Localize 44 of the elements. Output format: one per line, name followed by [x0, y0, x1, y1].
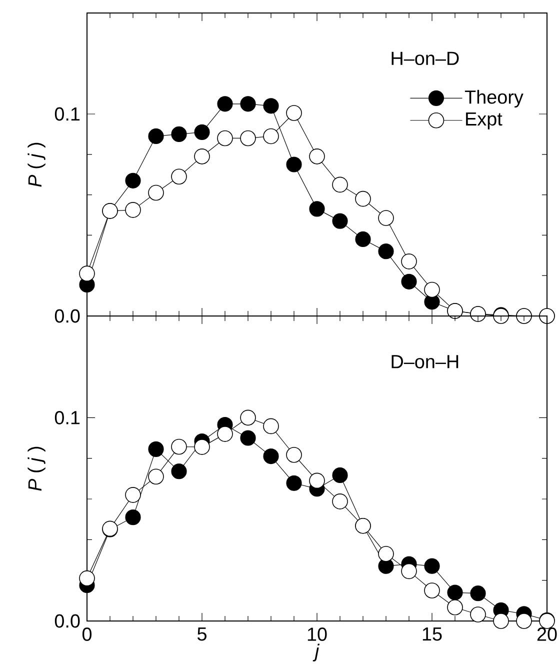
- point: [309, 472, 325, 489]
- point: [424, 558, 440, 574]
- x-tick-label: 10: [308, 628, 327, 641]
- x-tick-label: 5: [197, 628, 206, 641]
- x-tick-label: 15: [422, 628, 442, 641]
- point: [401, 563, 417, 580]
- point: [171, 126, 187, 142]
- x-axis-title: j: [312, 644, 320, 662]
- point: [148, 128, 164, 144]
- point: [125, 172, 141, 188]
- point: [516, 613, 532, 629]
- point: [125, 509, 141, 526]
- y-axis-title: P ( j ): [28, 446, 46, 491]
- point: [470, 586, 486, 602]
- point: [240, 96, 256, 112]
- point: [217, 96, 233, 112]
- legend-label: Theory: [464, 90, 524, 108]
- point: [263, 448, 279, 464]
- annotation: D–on–H: [392, 355, 458, 368]
- point: [355, 231, 371, 248]
- point: [332, 213, 348, 229]
- x-tick-label: 20: [537, 628, 557, 641]
- y-tick-label: 0.1: [54, 410, 80, 424]
- y-tick-label: 0.0: [54, 309, 80, 323]
- point: [378, 244, 394, 260]
- y-tick-label: 0.1: [54, 107, 80, 121]
- point: [263, 98, 279, 114]
- annotation: H–on–D: [392, 52, 459, 66]
- point: [309, 201, 325, 217]
- point: [148, 441, 164, 457]
- point: [401, 274, 417, 290]
- y-tick-label: 0.0: [54, 614, 80, 628]
- point: [286, 475, 302, 491]
- point: [332, 467, 348, 484]
- y-axis-title: P ( j ): [28, 142, 46, 187]
- point: [240, 430, 256, 446]
- point: [171, 464, 187, 480]
- x-tick-label: 0: [82, 628, 92, 641]
- point: [286, 156, 302, 172]
- point: [194, 124, 210, 140]
- point: [447, 584, 463, 600]
- point: [79, 570, 95, 586]
- point: [194, 439, 210, 455]
- legend-label: Expt: [466, 112, 502, 130]
